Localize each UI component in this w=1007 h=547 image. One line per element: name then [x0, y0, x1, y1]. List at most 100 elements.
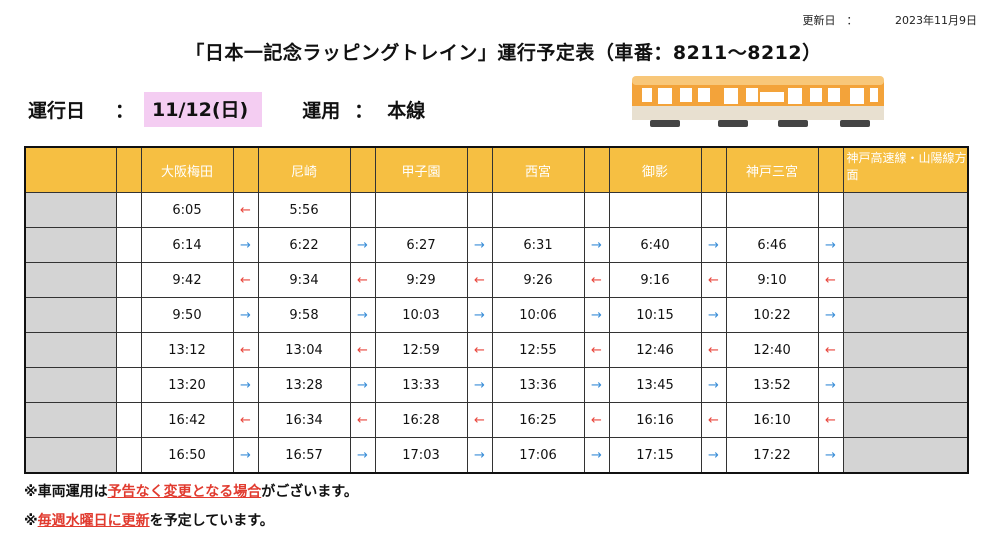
arrow-right-icon: →: [583, 437, 610, 474]
row-blank-cell: [115, 367, 142, 403]
time-cell: 9:10: [725, 262, 819, 298]
arrow-left-icon: ←: [700, 262, 727, 298]
time-cell: 17:15: [608, 437, 702, 474]
time-cell: 17:03: [374, 437, 468, 474]
arrow-right-icon: →: [583, 367, 610, 403]
header-blank-cell: [700, 146, 727, 193]
table-row: 16:50 → 16:57 → 17:03 → 17:06 → 17:15 → 17:22 →: [24, 437, 969, 474]
time-cell: 10:03: [374, 297, 468, 333]
time-cell: 13:12: [140, 332, 234, 368]
header-blank-cell: [349, 146, 376, 193]
row-blank-cell: [115, 297, 142, 333]
arrow-left-icon: ←: [232, 192, 259, 228]
row-shaded-cell: [842, 227, 969, 263]
table-row: 6:14 → 6:22 → 6:27 → 6:31 → 6:40 → 6:46 →: [24, 227, 969, 263]
row-blank-cell: [700, 192, 727, 228]
row-shaded-cell: [842, 297, 969, 333]
time-cell: 13:04: [257, 332, 351, 368]
arrow-left-icon: ←: [232, 402, 259, 438]
note-update-emphasis: 毎週水曜日に更新: [37, 513, 150, 529]
header-blank-cell: [24, 146, 117, 193]
arrow-right-icon: →: [466, 437, 493, 474]
row-blank-cell: [115, 227, 142, 263]
arrow-left-icon: ←: [232, 332, 259, 368]
timetable: 大阪梅田 尼崎 甲子園 西宮 御影 神戸三宮 神戸高速線・山陽線方面 6:05 ← 5:56 6:1…: [24, 146, 969, 474]
row-shaded-cell: [24, 297, 117, 333]
header-blank-cell: [466, 146, 493, 193]
time-cell: 13:52: [725, 367, 819, 403]
arrow-left-icon: ←: [349, 402, 376, 438]
time-cell: 6:40: [608, 227, 702, 263]
time-cell: 6:14: [140, 227, 234, 263]
arrow-left-icon: ←: [349, 262, 376, 298]
time-cell: 16:16: [608, 402, 702, 438]
arrow-right-icon: →: [232, 227, 259, 263]
arrow-right-icon: →: [700, 297, 727, 333]
time-cell: [608, 192, 702, 228]
arrow-left-icon: ←: [817, 402, 844, 438]
timetable-header-row: 大阪梅田 尼崎 甲子園 西宮 御影 神戸三宮 神戸高速線・山陽線方面: [24, 146, 969, 193]
row-shaded-cell: [24, 367, 117, 403]
arrow-left-icon: ←: [349, 332, 376, 368]
row-shaded-cell: [842, 402, 969, 438]
operation-date-colon: ：: [115, 100, 135, 122]
row-blank-cell: [115, 402, 142, 438]
row-blank-cell: [349, 192, 376, 228]
arrow-left-icon: ←: [700, 402, 727, 438]
arrow-right-icon: →: [817, 437, 844, 474]
operation-use-value: 本線: [387, 100, 426, 122]
time-cell: [725, 192, 819, 228]
time-cell: 6:22: [257, 227, 351, 263]
time-cell: 13:28: [257, 367, 351, 403]
arrow-right-icon: →: [817, 367, 844, 403]
row-blank-cell: [115, 262, 142, 298]
header-blank-cell: [817, 146, 844, 193]
time-cell: 12:55: [491, 332, 585, 368]
station-header: 御影: [608, 146, 702, 193]
arrow-left-icon: ←: [583, 262, 610, 298]
time-cell: 16:42: [140, 402, 234, 438]
time-cell: 12:59: [374, 332, 468, 368]
time-cell: 6:05: [140, 192, 234, 228]
time-cell: 5:56: [257, 192, 351, 228]
time-cell: 16:28: [374, 402, 468, 438]
arrow-left-icon: ←: [466, 402, 493, 438]
arrow-left-icon: ←: [817, 262, 844, 298]
time-cell: 9:29: [374, 262, 468, 298]
station-header: 西宮: [491, 146, 585, 193]
time-cell: 16:25: [491, 402, 585, 438]
arrow-right-icon: →: [700, 367, 727, 403]
station-header: 甲子園: [374, 146, 468, 193]
arrow-right-icon: →: [700, 437, 727, 474]
arrow-left-icon: ←: [583, 332, 610, 368]
arrow-right-icon: →: [232, 297, 259, 333]
row-blank-cell: [115, 332, 142, 368]
row-blank-cell: [115, 437, 142, 474]
arrow-right-icon: →: [232, 367, 259, 403]
arrow-right-icon: →: [349, 227, 376, 263]
time-cell: 17:06: [491, 437, 585, 474]
time-cell: 10:06: [491, 297, 585, 333]
arrow-right-icon: →: [349, 367, 376, 403]
operation-date-label: 運行日: [28, 100, 86, 122]
note-change-suffix: がございます。: [261, 484, 358, 500]
time-cell: 13:33: [374, 367, 468, 403]
time-cell: 9:16: [608, 262, 702, 298]
time-cell: 12:40: [725, 332, 819, 368]
wrapped-train-image: [632, 76, 884, 127]
arrow-right-icon: →: [817, 227, 844, 263]
row-shaded-cell: [24, 402, 117, 438]
station-header: 大阪梅田: [140, 146, 234, 193]
note-change-emphasis: 予告なく変更となる場合: [107, 484, 262, 500]
operation-date-value: 11/12(日): [144, 92, 263, 127]
time-cell: 13:36: [491, 367, 585, 403]
arrow-left-icon: ←: [583, 402, 610, 438]
time-cell: 16:50: [140, 437, 234, 474]
row-shaded-cell: [842, 262, 969, 298]
train-lower-band: [632, 106, 884, 120]
time-cell: 10:15: [608, 297, 702, 333]
time-cell: 10:22: [725, 297, 819, 333]
time-cell: 13:45: [608, 367, 702, 403]
station-header: 神戸三宮: [725, 146, 819, 193]
train-windows: [642, 88, 878, 104]
